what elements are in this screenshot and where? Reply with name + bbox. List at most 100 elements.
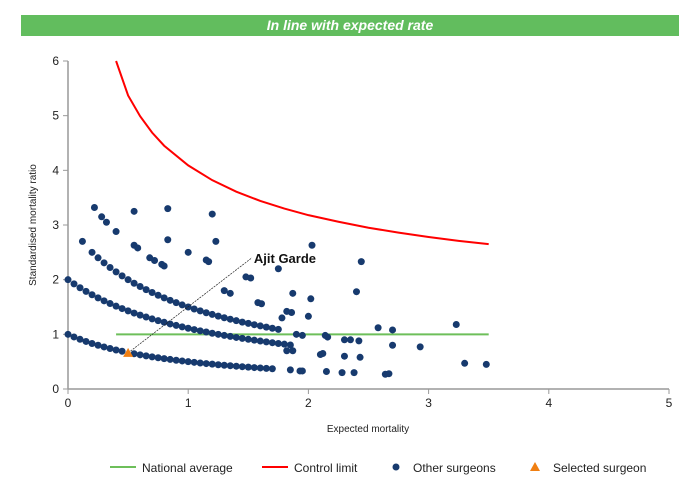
other-surgeon-point bbox=[90, 204, 98, 212]
other-surgeon-point bbox=[196, 327, 204, 335]
other-surgeon-point bbox=[286, 366, 294, 374]
other-surgeon-point bbox=[416, 343, 424, 351]
other-surgeon-point bbox=[70, 333, 78, 341]
other-surgeon-point bbox=[76, 335, 84, 343]
other-surgeon-point bbox=[298, 331, 306, 339]
other-surgeon-point bbox=[256, 337, 264, 345]
other-surgeon-point bbox=[142, 313, 150, 321]
other-surgeon-point bbox=[196, 359, 204, 367]
other-surgeon-point bbox=[148, 353, 156, 361]
other-surgeon-point bbox=[70, 280, 78, 288]
other-surgeon-point bbox=[244, 319, 252, 327]
other-surgeon-point bbox=[130, 207, 138, 215]
other-surgeon-point bbox=[166, 320, 174, 328]
other-surgeon-point bbox=[389, 341, 397, 349]
other-surgeon-point bbox=[106, 264, 114, 272]
other-surgeon-point bbox=[82, 337, 90, 345]
other-surgeon-point bbox=[154, 291, 162, 299]
other-surgeon-point bbox=[118, 272, 126, 280]
other-surgeon-point bbox=[292, 330, 300, 338]
other-surgeon-point bbox=[160, 355, 168, 363]
y-tick-label: 6 bbox=[52, 54, 59, 68]
other-surgeon-point bbox=[112, 228, 120, 236]
other-surgeon-point bbox=[88, 339, 96, 347]
other-surgeon-point bbox=[268, 339, 276, 347]
other-surgeon-point bbox=[289, 289, 297, 297]
other-surgeon-point bbox=[142, 352, 150, 360]
other-surgeon-point bbox=[151, 257, 159, 265]
other-surgeon-point bbox=[268, 365, 276, 373]
other-surgeon-point bbox=[338, 369, 346, 377]
other-surgeon-point bbox=[220, 361, 228, 369]
other-surgeon-point bbox=[385, 370, 393, 378]
y-tick-label: 4 bbox=[52, 163, 59, 177]
other-surgeon-point bbox=[482, 360, 490, 368]
other-surgeon-point bbox=[307, 295, 315, 303]
other-surgeon-point bbox=[184, 324, 192, 332]
other-surgeon-point bbox=[226, 289, 234, 297]
other-surgeon-point bbox=[98, 213, 106, 221]
other-surgeon-point bbox=[130, 309, 138, 317]
x-axis-label: Expected mortality bbox=[327, 424, 409, 435]
other-surgeon-point bbox=[258, 300, 266, 308]
other-surgeon-point bbox=[262, 338, 270, 346]
other-surgeon-point bbox=[288, 308, 296, 316]
other-surgeon-point bbox=[94, 341, 102, 349]
other-surgeon-point bbox=[160, 318, 168, 326]
other-surgeon-point bbox=[262, 323, 270, 331]
other-surgeon-point bbox=[82, 287, 90, 295]
other-surgeon-point bbox=[130, 350, 138, 358]
other-surgeon-point bbox=[106, 300, 114, 308]
legend-selected-surgeon-swatch bbox=[530, 462, 540, 471]
other-surgeon-point bbox=[238, 318, 246, 326]
other-surgeon-point bbox=[184, 358, 192, 366]
other-surgeon-point bbox=[164, 236, 172, 244]
other-surgeon-point bbox=[100, 343, 108, 351]
other-surgeon-point bbox=[124, 307, 132, 315]
other-surgeon-point bbox=[355, 337, 363, 345]
x-tick-label: 3 bbox=[425, 396, 432, 410]
selected-surgeon-label: Ajit Garde bbox=[254, 251, 316, 266]
other-surgeon-point bbox=[118, 347, 126, 355]
other-surgeon-point bbox=[280, 340, 288, 348]
other-surgeon-point bbox=[244, 363, 252, 371]
other-surgeon-point bbox=[94, 254, 102, 262]
other-surgeon-point bbox=[64, 276, 72, 284]
other-surgeon-point bbox=[112, 346, 120, 354]
other-surgeon-point bbox=[461, 359, 469, 367]
other-surgeon-point bbox=[130, 279, 138, 287]
other-surgeon-point bbox=[190, 358, 198, 366]
other-surgeon-point bbox=[256, 364, 264, 372]
other-surgeon-point bbox=[214, 312, 222, 320]
other-surgeon-point bbox=[316, 351, 324, 359]
other-surgeon-point bbox=[184, 248, 192, 256]
other-surgeon-point bbox=[244, 335, 252, 343]
x-tick-label: 0 bbox=[65, 396, 72, 410]
selected-surgeon-point bbox=[123, 347, 134, 357]
other-surgeon-point bbox=[283, 347, 291, 355]
other-surgeon-point bbox=[142, 286, 150, 294]
status-banner: In line with expected rate bbox=[21, 15, 679, 36]
other-surgeon-point bbox=[154, 354, 162, 362]
other-surgeon-point bbox=[232, 317, 240, 325]
y-tick-label: 5 bbox=[52, 109, 59, 123]
other-surgeon-point bbox=[208, 310, 216, 318]
y-tick-label: 1 bbox=[52, 327, 59, 341]
other-surgeon-point bbox=[352, 288, 360, 296]
other-surgeon-point bbox=[102, 218, 110, 226]
other-surgeon-point bbox=[274, 265, 282, 273]
other-surgeon-point bbox=[134, 244, 142, 252]
legend-selected-surgeon: Selected surgeon bbox=[553, 461, 646, 475]
y-axis-label: Standardised mortality ratio bbox=[28, 164, 39, 286]
other-surgeon-point bbox=[268, 324, 276, 332]
legend-national-average: National average bbox=[142, 461, 233, 475]
other-surgeon-point bbox=[118, 305, 126, 313]
other-surgeon-point bbox=[374, 324, 382, 332]
other-surgeon-point bbox=[324, 333, 332, 341]
other-surgeon-point bbox=[214, 361, 222, 369]
other-surgeon-point bbox=[214, 330, 222, 338]
other-surgeon-point bbox=[112, 268, 120, 276]
other-surgeon-point bbox=[304, 312, 312, 320]
other-surgeon-point bbox=[94, 294, 102, 302]
